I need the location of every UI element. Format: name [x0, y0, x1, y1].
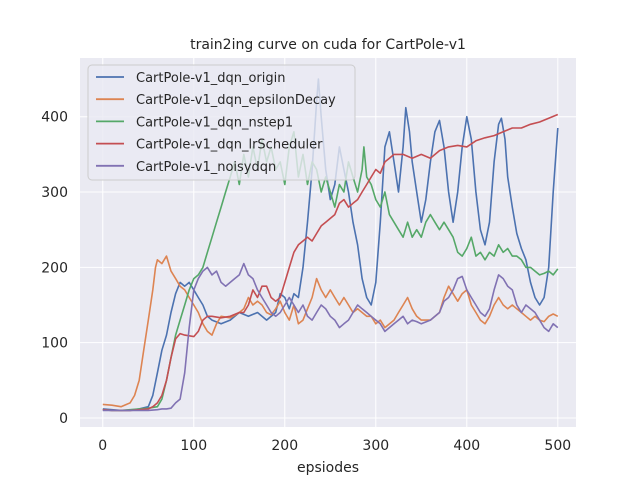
chart-title: train2ing curve on cuda for CartPole-v1: [190, 37, 466, 53]
y-tick-label: 100: [41, 336, 68, 352]
x-tick-label: 300: [362, 438, 389, 454]
y-tick-label: 0: [59, 411, 68, 427]
y-tick-label: 300: [41, 185, 68, 201]
legend-label: CartPole-v1_dqn_nstep1: [136, 115, 293, 130]
y-tick-label: 200: [41, 260, 68, 276]
legend-label: CartPole-v1_dqn_epsilonDecay: [136, 93, 336, 108]
legend-label: CartPole-v1_dqn_lrScheduler: [136, 138, 323, 153]
x-tick-label: 400: [453, 438, 480, 454]
legend: CartPole-v1_dqn_origin CartPole-v1_dqn_ep…: [87, 64, 356, 181]
y-axis-ticks: 0 100 200 300 400: [41, 110, 68, 427]
x-axis-ticks: 0 100 200 300 400 500: [98, 438, 571, 454]
legend-label: CartPole-v1_dqn_origin: [136, 71, 286, 86]
series-line-4: [102, 262, 559, 412]
series-line-3: [102, 113, 559, 412]
series-line-0: [102, 78, 559, 412]
legend-box: [87, 64, 356, 181]
series-line-1: [102, 255, 559, 408]
x-tick-label: 500: [544, 438, 571, 454]
x-tick-label: 100: [180, 438, 207, 454]
y-tick-label: 400: [41, 110, 68, 126]
x-tick-label: 0: [98, 438, 107, 454]
legend-label: CartPole-v1_noisydqn: [136, 160, 276, 175]
x-tick-label: 200: [271, 438, 298, 454]
x-axis-label: epsiodes: [297, 460, 359, 476]
